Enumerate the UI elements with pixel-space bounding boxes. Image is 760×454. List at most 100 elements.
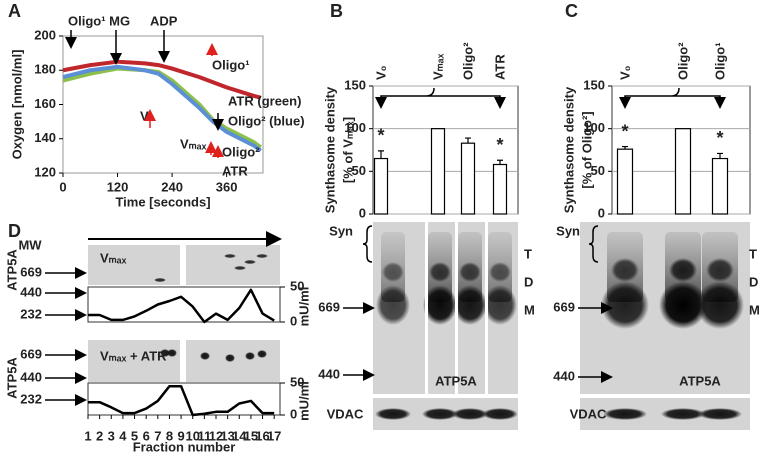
loading-label: VDAC [570, 406, 607, 421]
y-tick-label: 50 [290, 374, 304, 389]
x-tick-label: 10 [185, 428, 199, 443]
blot-band [661, 408, 705, 420]
mw-label: 669 [553, 299, 575, 314]
mw-label: 440 [318, 366, 340, 381]
x-tick-label: 12 [209, 428, 223, 443]
protein-label: ATP5A [679, 373, 721, 388]
x-tick-label: Oligo² [460, 42, 475, 80]
y-tick-label: 50 [591, 163, 605, 178]
blot-band [659, 281, 707, 329]
y-axis-label: mU/ml [296, 381, 311, 421]
y-tick-label: 140 [34, 130, 56, 145]
blot-band [167, 349, 177, 357]
x-tick-label: 360 [216, 179, 238, 194]
y-tick-label: 50 [352, 163, 366, 178]
lane-gap [425, 222, 428, 394]
blot-band [375, 408, 411, 420]
data-line [88, 384, 275, 417]
band-label: D [749, 274, 758, 289]
panel-label: C [565, 1, 578, 21]
blot-band [696, 281, 744, 329]
error-bar [378, 150, 384, 159]
bar [460, 142, 476, 215]
blot-band [489, 262, 511, 282]
x-tick-label: 0 [59, 179, 66, 194]
significance: * [496, 135, 503, 155]
x-tick-label: Oligo² [675, 42, 690, 80]
x-tick-label: 5 [131, 428, 138, 443]
blot-band [154, 278, 166, 282]
x-tick-label: 1 [84, 428, 91, 443]
blot-band [160, 349, 170, 357]
significance: * [621, 121, 628, 141]
band-label: T [749, 246, 757, 261]
plot-frame [87, 286, 281, 323]
plot-frame [87, 382, 281, 416]
panel-label: A [8, 1, 21, 21]
bar [711, 157, 729, 215]
lane-gap [180, 340, 186, 382]
blot-band [706, 258, 734, 282]
mw-label: 440 [553, 368, 575, 383]
x-tick-label: 14 [232, 428, 247, 443]
x-tick-label: V₀ [373, 65, 388, 80]
error-bar [622, 145, 628, 150]
blot-band [482, 408, 518, 420]
bar [616, 148, 634, 215]
band-label: M [524, 302, 535, 317]
band-label: D [524, 274, 533, 289]
band-label: M [749, 302, 760, 317]
y-tick-label: 100 [344, 120, 366, 135]
blot-band [429, 262, 451, 282]
blot-band [453, 285, 487, 325]
x-tick-label: 240 [161, 179, 183, 194]
x-tick-label: 6 [143, 428, 150, 443]
x-tick-label: 8 [166, 428, 173, 443]
bar [674, 128, 692, 215]
lane-gap [485, 222, 488, 394]
brace [588, 225, 599, 263]
blot-band [225, 354, 235, 362]
blot-band [244, 260, 256, 264]
y-tick-label: 0 [598, 205, 605, 220]
annotation: ATR (green) [228, 93, 301, 108]
x-tick-label: 17 [267, 428, 281, 443]
blot-band [234, 266, 246, 270]
annotation: Oligo² (blue) [228, 113, 305, 128]
x-tick-label: 16 [255, 428, 269, 443]
mw-label: 669 [20, 264, 42, 279]
annotation: Vₘₐₓ + ATR [100, 348, 167, 363]
lane-gap [180, 245, 186, 285]
x-tick-label: ATR [492, 54, 507, 80]
panel-label: B [330, 1, 343, 21]
y-tick-label: 160 [34, 96, 56, 111]
y-axis-label: Synthasome density [322, 86, 337, 213]
bar [492, 163, 508, 215]
x-axis-label: Fraction number [133, 439, 236, 454]
significance: * [377, 126, 384, 146]
blot-band [459, 262, 481, 282]
y-tick-label: 150 [344, 77, 366, 92]
brace [362, 225, 373, 263]
bracket [624, 87, 721, 104]
data-line [62, 64, 262, 153]
blot-band [603, 408, 647, 420]
mw-title: MW [18, 237, 42, 252]
protein-label: ATP5A [435, 373, 477, 388]
mw-label: 232 [20, 391, 42, 406]
bracket [380, 87, 501, 104]
mw-label: 669 [318, 299, 340, 314]
mw-label: 440 [20, 369, 42, 384]
y-axis-label: [% of Vₘₐₓ] [340, 117, 355, 183]
y-axis-label: mU/ml [296, 287, 311, 327]
x-tick-label: 3 [108, 428, 115, 443]
y-axis-label: Synthasome density [561, 86, 576, 213]
y-tick-label: 0 [290, 406, 297, 421]
error-bar [497, 159, 503, 165]
blot-band [200, 352, 210, 360]
x-tick-label: 7 [154, 428, 161, 443]
data-line [62, 66, 262, 149]
syn-label: Syn [329, 223, 353, 238]
lane-gap [455, 222, 458, 394]
blot-label: ATP5A [4, 357, 19, 399]
